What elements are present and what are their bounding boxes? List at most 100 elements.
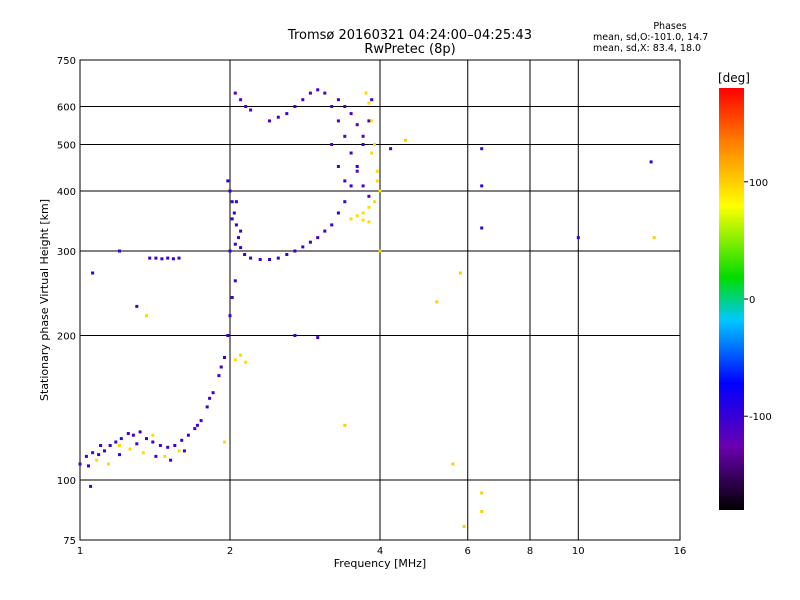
echo-point bbox=[166, 445, 170, 449]
echo-point bbox=[230, 296, 234, 299]
echo-point bbox=[480, 226, 484, 230]
echo-point bbox=[173, 444, 177, 447]
echo-point bbox=[118, 249, 121, 253]
echo-point bbox=[652, 236, 656, 240]
echo-point bbox=[239, 246, 243, 250]
y-tick-label: 500 bbox=[57, 141, 76, 152]
echo-point bbox=[268, 258, 271, 261]
echo-point bbox=[166, 256, 170, 260]
echo-point bbox=[232, 211, 236, 215]
echo-point bbox=[370, 98, 374, 102]
y-tick-label: 400 bbox=[57, 187, 76, 198]
echo-point bbox=[364, 91, 368, 95]
echo-point bbox=[435, 300, 439, 304]
echo-point bbox=[323, 229, 327, 233]
x-axis-ticks: 1 2 4 6 8 10 16 bbox=[77, 546, 687, 557]
y-axis-ticks: 75 100 200 300 400 500 600 750 bbox=[57, 56, 76, 547]
echo-point bbox=[355, 169, 359, 173]
echo-point bbox=[355, 165, 359, 168]
echo-point bbox=[316, 88, 320, 92]
echo-point bbox=[239, 353, 243, 357]
echo-point bbox=[404, 138, 407, 142]
echo-point bbox=[84, 454, 88, 458]
colorbar-tick-label: -100 bbox=[749, 412, 772, 423]
echo-point bbox=[349, 217, 353, 221]
echo-point bbox=[301, 98, 305, 102]
echo-point bbox=[234, 223, 238, 227]
echo-point bbox=[91, 451, 95, 455]
echo-point bbox=[343, 200, 347, 204]
x-tick-label: 2 bbox=[227, 546, 233, 557]
echo-point bbox=[78, 462, 82, 466]
echo-point bbox=[135, 442, 139, 446]
echo-point bbox=[367, 205, 371, 209]
echo-point bbox=[233, 358, 237, 362]
y-axis-label: Stationary phase Virtual Height [km] bbox=[38, 199, 51, 401]
y-tick-label: 750 bbox=[57, 56, 76, 67]
echo-point bbox=[230, 200, 234, 204]
echo-point bbox=[151, 433, 155, 437]
echo-point bbox=[336, 119, 340, 123]
echo-point bbox=[226, 334, 230, 337]
echo-point bbox=[141, 451, 145, 455]
echo-point bbox=[108, 444, 112, 447]
x-tick-label: 1 bbox=[77, 546, 83, 557]
echo-point bbox=[177, 449, 181, 453]
echo-point bbox=[118, 444, 121, 447]
echo-point bbox=[171, 257, 175, 261]
echo-point bbox=[293, 249, 297, 253]
echo-point bbox=[649, 160, 653, 164]
echo-point bbox=[375, 179, 379, 183]
echo-point bbox=[208, 396, 212, 400]
grid-lines bbox=[80, 60, 680, 540]
echo-point bbox=[237, 236, 240, 240]
echo-point bbox=[223, 356, 226, 359]
echo-point bbox=[135, 304, 139, 308]
echo-point bbox=[145, 314, 148, 318]
echo-point bbox=[316, 336, 320, 340]
echo-point bbox=[119, 437, 123, 441]
echo-point bbox=[336, 211, 340, 215]
echo-point bbox=[145, 437, 148, 441]
echo-point bbox=[349, 112, 353, 116]
echo-point bbox=[118, 453, 121, 457]
echo-point bbox=[367, 194, 371, 198]
echo-point bbox=[103, 449, 106, 453]
echo-point bbox=[160, 257, 164, 261]
echo-point bbox=[373, 200, 376, 204]
echo-point bbox=[228, 189, 232, 193]
echo-point bbox=[91, 271, 95, 275]
colorbar-ticks: 100 0 -100 bbox=[744, 178, 772, 423]
echo-point bbox=[195, 423, 199, 427]
echo-point bbox=[293, 105, 297, 108]
echo-point bbox=[205, 405, 209, 409]
echo-point bbox=[234, 200, 238, 204]
echo-point bbox=[367, 220, 371, 224]
echo-point bbox=[219, 365, 223, 369]
echo-point bbox=[89, 484, 93, 488]
y-tick-label: 100 bbox=[57, 476, 76, 487]
echo-point bbox=[186, 433, 190, 437]
echo-point bbox=[316, 236, 320, 240]
echo-point bbox=[106, 462, 110, 466]
x-axis-label: Frequency [MHz] bbox=[334, 557, 426, 570]
y-tick-label: 75 bbox=[63, 536, 76, 547]
echo-point bbox=[182, 449, 186, 453]
echo-point bbox=[330, 105, 334, 108]
echo-point bbox=[169, 458, 173, 462]
echo-point bbox=[163, 454, 167, 458]
echo-point bbox=[114, 440, 118, 444]
echo-point bbox=[480, 510, 484, 513]
echo-point bbox=[128, 447, 132, 451]
echo-point bbox=[226, 179, 230, 183]
echo-point bbox=[308, 240, 312, 244]
echo-point bbox=[308, 91, 312, 95]
echo-point bbox=[138, 430, 142, 434]
echo-point bbox=[233, 279, 237, 283]
echo-point bbox=[154, 454, 158, 458]
colorbar-tick-label: 100 bbox=[749, 178, 768, 189]
echo-point bbox=[211, 391, 215, 395]
echo-point bbox=[293, 334, 297, 337]
echo-point bbox=[199, 419, 203, 423]
